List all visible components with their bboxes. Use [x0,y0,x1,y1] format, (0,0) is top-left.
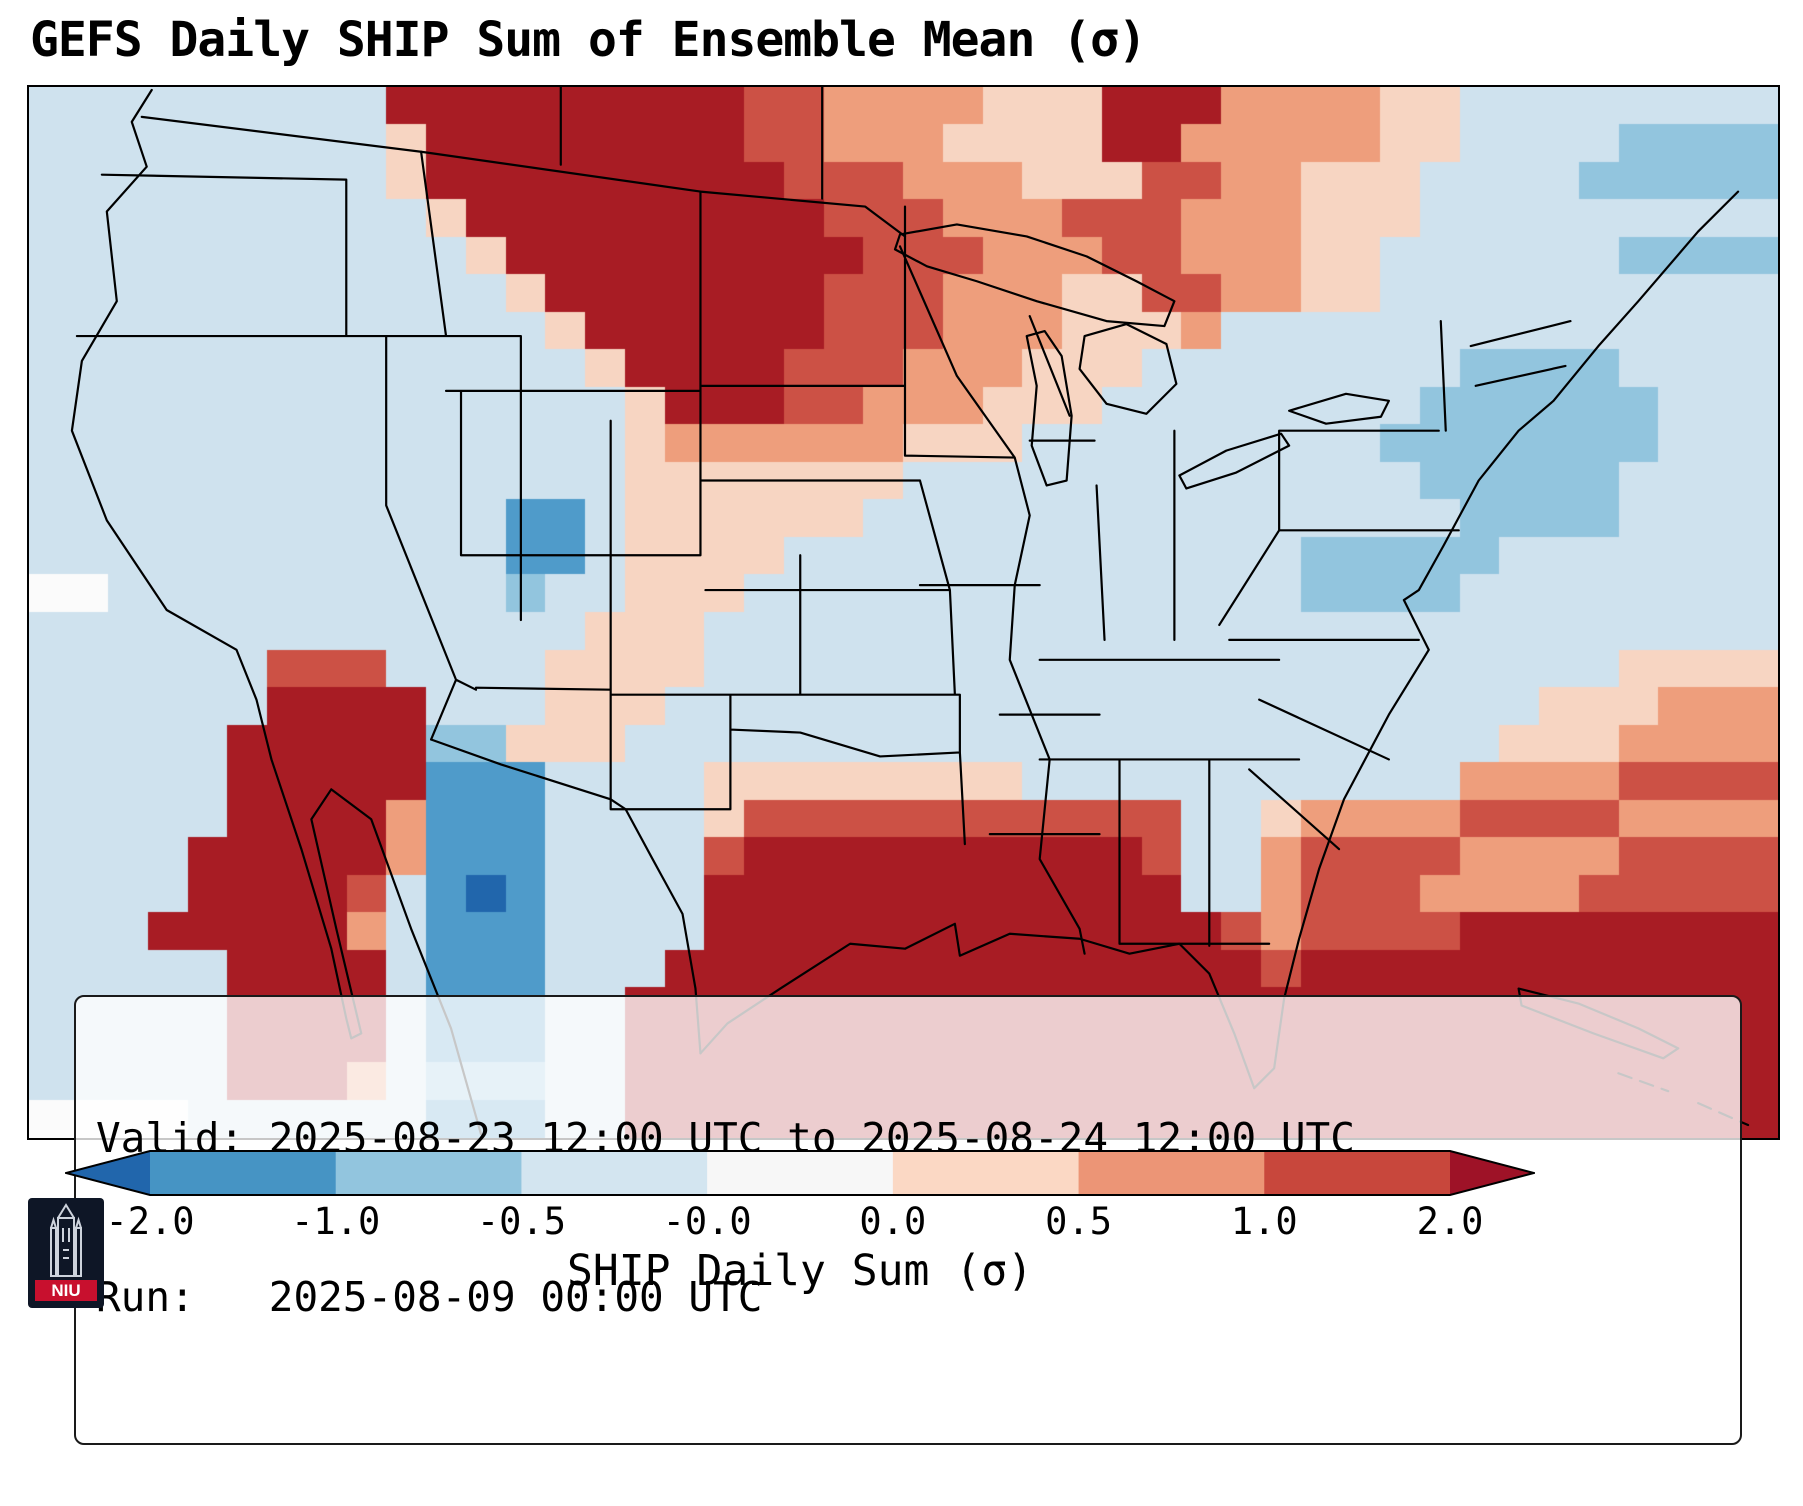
lake-huron-outline [1078,323,1178,415]
heatmap-canvas [29,87,1778,1138]
colorbar-tick: 0.0 [859,1200,927,1243]
lake-michigan-outline [1025,329,1073,487]
coastline-west-path [70,88,483,1136]
colorbar-segment [150,1151,337,1195]
colorbar-segment [1078,1151,1265,1195]
niu-logo: NIU [28,1198,104,1308]
colorbar-segment [1264,1151,1451,1195]
colorbar-segment [335,1151,523,1195]
map-boundaries [70,87,1750,1136]
colorbar-segment [707,1151,894,1195]
map-panel: Valid: 2025-08-23 12:00 UTC to 2025-08-2… [27,85,1780,1446]
mexico-border-path [429,738,702,1055]
colorbar-segment [521,1151,708,1195]
coastline-gulf-east-path [699,190,1740,1090]
page-title: GEFS Daily SHIP Sum of Ensemble Mean (σ) [30,12,1147,68]
colorbar-segment [892,1151,1080,1195]
bell-tower-icon [50,1203,82,1277]
colorbar-over-arrow [1450,1151,1534,1195]
colorbar-label: SHIP Daily Sum (σ) [567,1246,1033,1296]
colorbar-tick: -1.0 [291,1200,381,1243]
colorbar [65,1150,1535,1196]
colorbar-tick: 1.0 [1230,1200,1298,1243]
colorbar-tick: -0.0 [662,1200,752,1243]
lake-erie-outline [1178,432,1291,490]
logo-text: NIU [51,1281,80,1300]
colorbar-tick: -2.0 [105,1200,195,1243]
state-borders-path [75,150,1572,955]
canada-border-path [140,87,907,238]
lake-superior-outline [893,223,1176,328]
colorbar-tick: 0.5 [1045,1200,1112,1243]
lake-ontario-outline [1288,392,1390,425]
run-text: Run: 2025-08-09 00:00 UTC [96,1273,763,1322]
logo-banner [35,1280,97,1301]
colorbar-tick: -0.5 [476,1200,566,1243]
colorbar-under-arrow [66,1151,150,1195]
colorbar-tick: 2.0 [1416,1200,1484,1243]
colorbar-tick-row: -2.0 -1.0 -0.5 -0.0 0.0 0.5 1.0 2.0 [65,1200,1535,1246]
colorbar-outline [65,1150,1535,1196]
